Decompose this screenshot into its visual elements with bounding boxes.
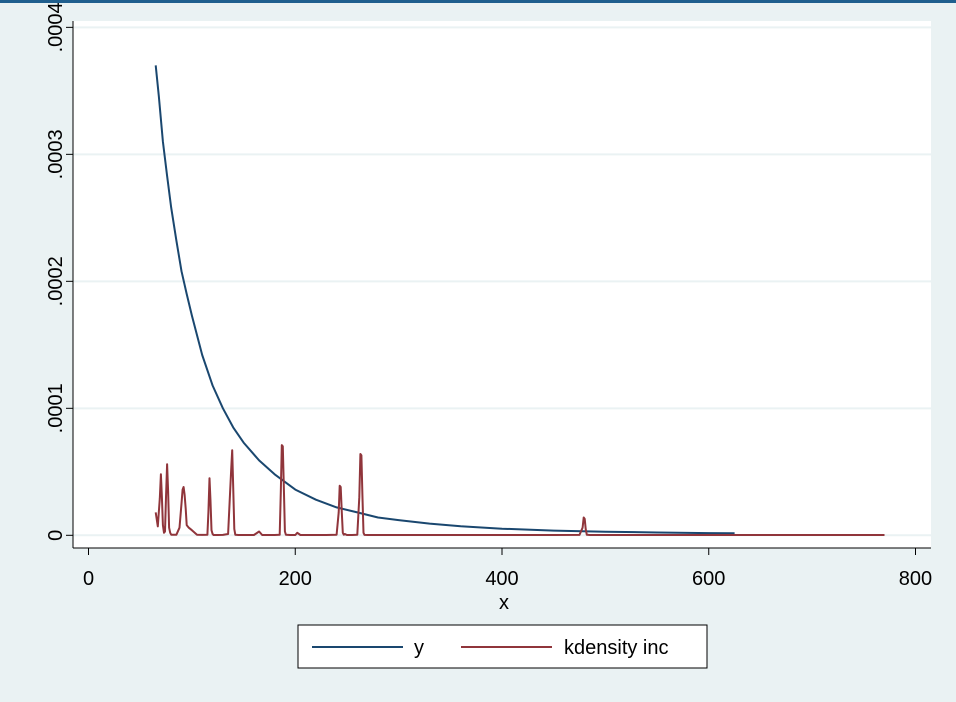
x-tick-label: 0 xyxy=(83,568,94,590)
series-layer xyxy=(154,65,885,536)
legend-label-kdensity: kdensity inc xyxy=(564,637,669,659)
series-line-kdensity xyxy=(154,444,885,536)
y-tick-label: .0001 xyxy=(45,383,67,433)
y-tick-label: .0004 xyxy=(45,3,67,52)
x-axis-title: x xyxy=(499,592,509,614)
y-tick-label: .0002 xyxy=(45,256,67,306)
x-tick-label: 400 xyxy=(485,568,518,590)
x-tick-label: 800 xyxy=(899,568,932,590)
plot-area xyxy=(73,21,931,548)
legend-label-y: y xyxy=(414,637,424,659)
x-tick-label: 200 xyxy=(279,568,312,590)
series-line-y xyxy=(154,65,735,535)
chart-canvas: 0 .0001 .0002 .0003 .0004 0 200 400 600 800 x y k… xyxy=(45,3,932,669)
tick-marks: 0 .0001 .0002 .0003 .0004 0 200 400 600 800 xyxy=(45,3,932,590)
legend: y kdensity inc xyxy=(297,624,708,669)
y-tick-label: 0 xyxy=(45,530,67,541)
y-tick-label: .0003 xyxy=(45,129,67,179)
x-tick-label: 600 xyxy=(692,568,725,590)
